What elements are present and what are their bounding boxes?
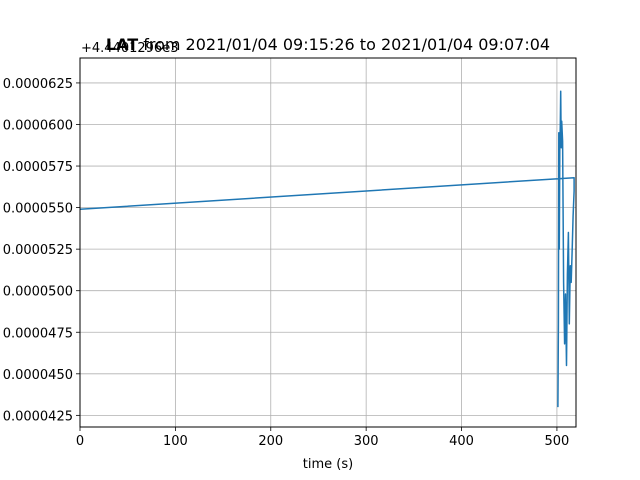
y-tick-label: 0.0000575 <box>3 160 73 175</box>
y-axis: 0.0000425 0.0000450 0.0000475 0.0000500 0.00… <box>3 77 80 424</box>
chart-title-rest: from 2021/01/04 09:15:26 to 2021/01/04 0… <box>138 35 550 54</box>
y-tick-label: 0.0000550 <box>3 202 73 217</box>
x-tick-label: 100 <box>163 434 188 449</box>
y-tick-label: 0.0000625 <box>3 77 73 92</box>
chart-title-bold: LAT <box>106 35 138 54</box>
x-tick-label: 200 <box>258 434 283 449</box>
x-axis: 0 100 200 300 400 500 <box>76 427 569 449</box>
y-tick-label: 0.0000450 <box>3 368 73 383</box>
series-layer <box>79 90 575 408</box>
series-line <box>79 90 575 408</box>
y-tick-label: 0.0000425 <box>3 409 73 424</box>
y-tick-label: 0.0000500 <box>3 285 73 300</box>
y-tick-label: 0.0000600 <box>3 118 73 133</box>
chart-title: LAT from 2021/01/04 09:15:26 to 2021/01/… <box>106 35 550 54</box>
x-tick-label: 300 <box>354 434 379 449</box>
y-offset-label: +4.4401296e3 <box>81 41 178 56</box>
x-axis-label: time (s) <box>303 457 353 472</box>
x-tick-label: 400 <box>449 434 474 449</box>
grid-lines <box>79 58 576 427</box>
axes-frame <box>79 57 577 428</box>
x-tick-label: 0 <box>76 434 84 449</box>
x-tick-label: 500 <box>545 434 570 449</box>
y-tick-label: 0.0000475 <box>3 326 73 341</box>
y-tick-label: 0.0000525 <box>3 243 73 258</box>
